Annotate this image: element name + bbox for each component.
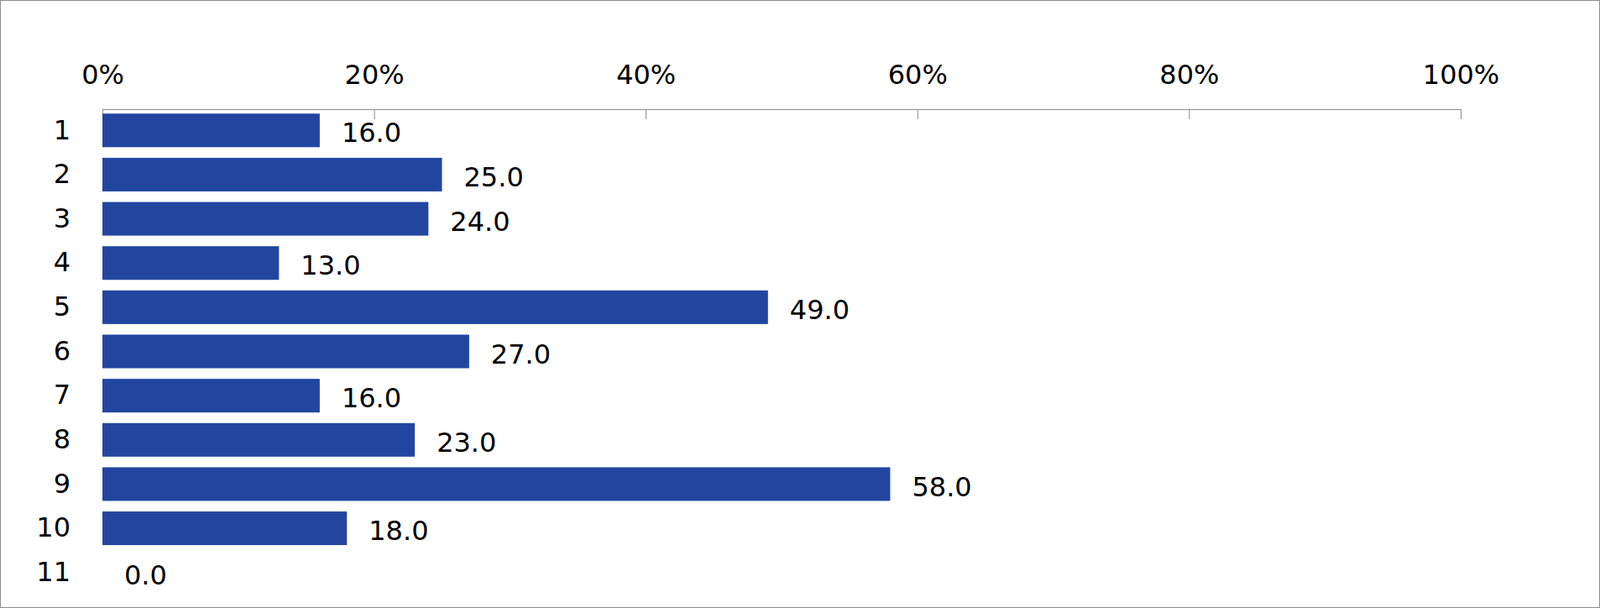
tick: 4 xyxy=(53,245,71,278)
data-label: 58.0 xyxy=(911,470,972,503)
bar xyxy=(102,378,320,413)
tick-label: 60% xyxy=(888,58,948,91)
category-label: 1 xyxy=(53,114,71,147)
tick-mark xyxy=(645,109,647,120)
tick-label: 0% xyxy=(81,58,125,91)
tick: 80% xyxy=(1159,58,1219,120)
data-label: 27.0 xyxy=(491,338,551,371)
y-axis: 1 2 3 4 5 6 7 8 9 10 11 xyxy=(36,114,71,588)
bar xyxy=(102,511,347,545)
category-label: 10 xyxy=(36,511,71,544)
tick-mark xyxy=(1460,109,1462,120)
bar xyxy=(102,423,415,457)
x-axis: 0% 20% 40% 60% 80% 100% xyxy=(81,58,1500,120)
data-label: 16.0 xyxy=(341,116,402,149)
tick: 0% xyxy=(81,58,125,120)
chart: 0% 20% 40% 60% 80% 100% 1 2 3 4 5 6 7 8 9 10 11 16.0 25.0 2… xyxy=(0,0,1600,608)
tick-label: 100% xyxy=(1422,58,1500,91)
bar xyxy=(102,157,443,192)
tick: 3 xyxy=(53,202,71,235)
data-label: 25.0 xyxy=(464,161,524,194)
bars xyxy=(102,113,890,545)
category-label: 8 xyxy=(53,423,71,455)
category-label: 3 xyxy=(53,202,71,235)
tick: 10 xyxy=(36,511,71,544)
tick: 100% xyxy=(1422,58,1500,120)
tick: 60% xyxy=(888,58,948,120)
data-label: 0.0 xyxy=(124,559,168,591)
bar xyxy=(102,334,470,368)
category-label: 6 xyxy=(53,334,71,367)
data-labels: 16.0 25.0 24.0 13.0 49.0 27.0 16.0 23.0 58.0 18.0… xyxy=(124,116,973,591)
bar xyxy=(102,202,429,236)
bar xyxy=(102,113,320,147)
tick: 40% xyxy=(616,58,676,120)
category-label: 11 xyxy=(36,555,71,588)
bar xyxy=(102,290,769,325)
data-label: 24.0 xyxy=(449,205,510,238)
category-label: 9 xyxy=(53,467,71,500)
tick: 20% xyxy=(345,58,405,120)
tick-label: 20% xyxy=(345,58,405,91)
tick: 8 xyxy=(53,423,71,455)
chart-border xyxy=(0,0,1600,608)
data-label: 23.0 xyxy=(436,426,497,459)
data-label: 49.0 xyxy=(789,293,850,326)
category-label: 2 xyxy=(53,157,71,190)
tick: 11 xyxy=(36,555,71,588)
tick: 2 xyxy=(53,157,71,190)
category-label: 7 xyxy=(53,378,71,411)
category-label: 5 xyxy=(53,290,71,323)
axis-domain xyxy=(103,109,1462,110)
tick: 9 xyxy=(53,467,71,500)
tick: 1 xyxy=(53,114,71,147)
tick-mark xyxy=(917,109,919,120)
tick: 5 xyxy=(53,290,71,323)
tick: 7 xyxy=(53,378,71,411)
bar xyxy=(102,555,104,590)
category-label: 4 xyxy=(53,245,71,278)
plot: 0% 20% 40% 60% 80% 100% 1 2 3 4 5 6 7 8 9 10 11 16.0 25.0 2… xyxy=(36,58,1500,591)
data-label: 16.0 xyxy=(341,381,402,414)
bar xyxy=(102,245,279,280)
tick: 6 xyxy=(53,334,71,367)
bar xyxy=(102,466,890,501)
data-label: 13.0 xyxy=(300,249,361,282)
tick-label: 40% xyxy=(616,58,676,91)
data-label: 18.0 xyxy=(368,514,429,547)
tick-mark xyxy=(1188,109,1190,120)
tick-label: 80% xyxy=(1159,58,1219,91)
